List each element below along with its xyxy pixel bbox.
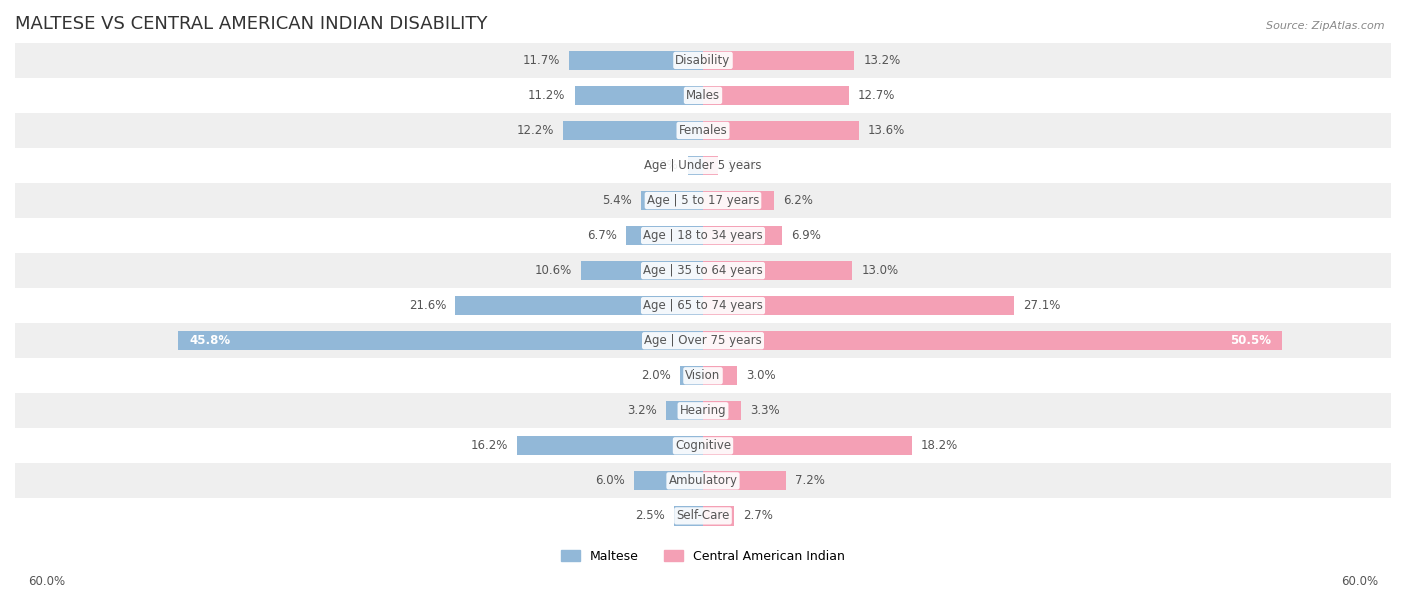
Bar <box>703 156 718 175</box>
Bar <box>666 401 703 420</box>
Text: 13.6%: 13.6% <box>868 124 905 137</box>
Text: 7.2%: 7.2% <box>794 474 824 487</box>
Bar <box>15 323 1391 358</box>
Text: 2.0%: 2.0% <box>641 369 671 382</box>
Bar <box>15 498 1391 534</box>
Bar <box>703 331 1282 350</box>
Text: Age | 65 to 74 years: Age | 65 to 74 years <box>643 299 763 312</box>
Text: Disability: Disability <box>675 54 731 67</box>
Bar <box>569 51 703 70</box>
Text: 16.2%: 16.2% <box>471 439 508 452</box>
Text: Hearing: Hearing <box>679 405 727 417</box>
Bar <box>15 183 1391 218</box>
Bar <box>15 113 1391 148</box>
Text: 2.7%: 2.7% <box>744 509 773 523</box>
Text: 6.0%: 6.0% <box>595 474 626 487</box>
Bar <box>703 401 741 420</box>
Text: 60.0%: 60.0% <box>1341 575 1378 588</box>
Text: 2.5%: 2.5% <box>636 509 665 523</box>
Bar <box>15 358 1391 394</box>
Bar <box>582 261 703 280</box>
Text: 45.8%: 45.8% <box>190 334 231 347</box>
Bar <box>641 191 703 210</box>
Bar <box>626 226 703 245</box>
Bar <box>703 121 859 140</box>
Text: 5.4%: 5.4% <box>602 194 631 207</box>
Bar <box>177 331 703 350</box>
Text: 10.6%: 10.6% <box>536 264 572 277</box>
Bar <box>15 148 1391 183</box>
Bar <box>703 366 737 386</box>
Text: 12.2%: 12.2% <box>516 124 554 137</box>
Bar <box>564 121 703 140</box>
Bar <box>15 78 1391 113</box>
Bar <box>517 436 703 455</box>
Bar <box>703 261 852 280</box>
Text: 1.3%: 1.3% <box>727 159 756 172</box>
Bar <box>575 86 703 105</box>
Bar <box>703 86 849 105</box>
Bar <box>15 288 1391 323</box>
Text: Age | Under 5 years: Age | Under 5 years <box>644 159 762 172</box>
Text: Age | 18 to 34 years: Age | 18 to 34 years <box>643 229 763 242</box>
Bar <box>15 218 1391 253</box>
Text: Females: Females <box>679 124 727 137</box>
Text: Age | 35 to 64 years: Age | 35 to 64 years <box>643 264 763 277</box>
Text: 21.6%: 21.6% <box>409 299 446 312</box>
Text: Self-Care: Self-Care <box>676 509 730 523</box>
Text: Cognitive: Cognitive <box>675 439 731 452</box>
Bar <box>703 436 911 455</box>
Bar <box>15 394 1391 428</box>
Text: Ambulatory: Ambulatory <box>668 474 738 487</box>
Bar <box>15 463 1391 498</box>
Text: Age | Over 75 years: Age | Over 75 years <box>644 334 762 347</box>
Bar <box>703 471 786 490</box>
Legend: Maltese, Central American Indian: Maltese, Central American Indian <box>557 545 849 568</box>
Text: 60.0%: 60.0% <box>28 575 65 588</box>
Text: 11.7%: 11.7% <box>522 54 560 67</box>
Text: 3.3%: 3.3% <box>749 405 780 417</box>
Bar <box>15 253 1391 288</box>
Text: 3.0%: 3.0% <box>747 369 776 382</box>
Text: 6.2%: 6.2% <box>783 194 813 207</box>
Text: 6.7%: 6.7% <box>588 229 617 242</box>
Text: MALTESE VS CENTRAL AMERICAN INDIAN DISABILITY: MALTESE VS CENTRAL AMERICAN INDIAN DISAB… <box>15 15 488 33</box>
Text: Age | 5 to 17 years: Age | 5 to 17 years <box>647 194 759 207</box>
Text: 27.1%: 27.1% <box>1024 299 1060 312</box>
Bar <box>688 156 703 175</box>
Text: 12.7%: 12.7% <box>858 89 896 102</box>
Bar <box>703 191 775 210</box>
Bar <box>703 296 1014 315</box>
Text: Males: Males <box>686 89 720 102</box>
Bar <box>634 471 703 490</box>
Text: 11.2%: 11.2% <box>529 89 565 102</box>
Text: 13.2%: 13.2% <box>863 54 901 67</box>
Bar <box>703 506 734 526</box>
Bar <box>681 366 703 386</box>
Bar <box>675 506 703 526</box>
Text: 18.2%: 18.2% <box>921 439 957 452</box>
Text: Source: ZipAtlas.com: Source: ZipAtlas.com <box>1267 21 1385 31</box>
Text: 1.3%: 1.3% <box>650 159 679 172</box>
Text: 50.5%: 50.5% <box>1230 334 1271 347</box>
Bar <box>703 226 782 245</box>
Bar <box>456 296 703 315</box>
Text: 6.9%: 6.9% <box>792 229 821 242</box>
Text: 13.0%: 13.0% <box>862 264 898 277</box>
Bar <box>15 43 1391 78</box>
Text: Vision: Vision <box>685 369 721 382</box>
Bar <box>15 428 1391 463</box>
Text: 3.2%: 3.2% <box>627 405 657 417</box>
Bar <box>703 51 855 70</box>
